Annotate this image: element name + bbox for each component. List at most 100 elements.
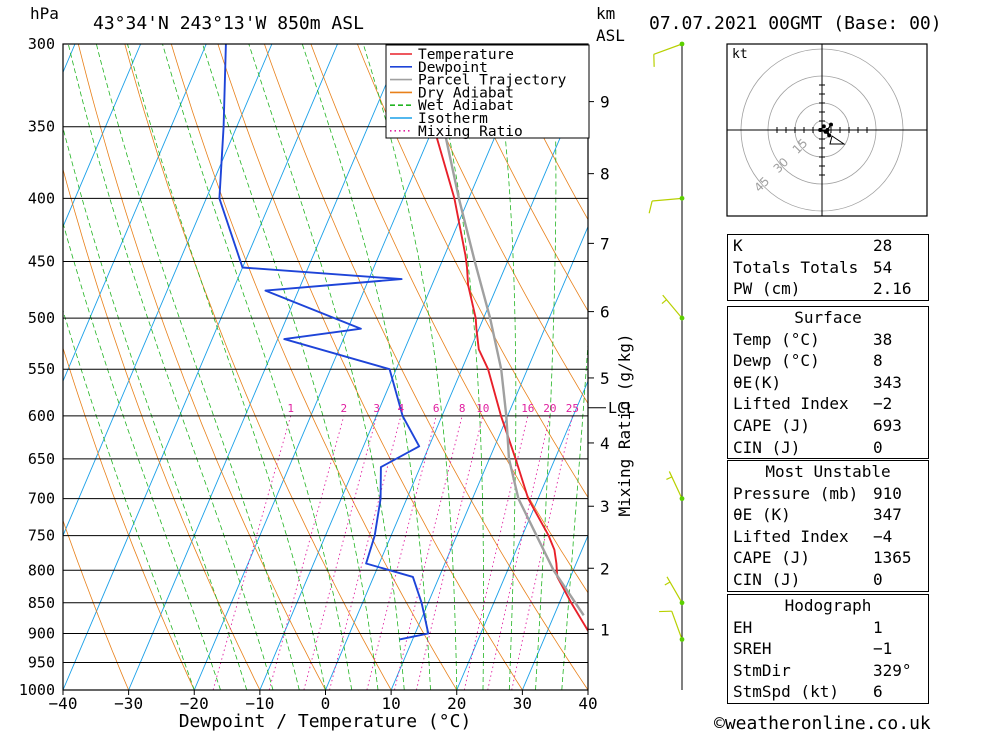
axes: 3003504004505005506006507007508008509009…	[19, 35, 635, 713]
indices-hodograph-row: SREH −1	[728, 638, 928, 660]
indices-top-table: K 28 Totals Totals 54 PW (cm) 2.16	[727, 234, 929, 301]
hodograph-storm-marker	[829, 135, 846, 145]
wet-adiabat-line	[362, 44, 458, 690]
legend-label: Isotherm	[418, 111, 488, 127]
wind-barb-staff	[662, 294, 683, 319]
indices-surface-row: CIN (J) 0	[728, 437, 928, 459]
hodograph-unit: kt	[732, 47, 748, 62]
mixing-ratio-axis-label: Mixing Ratio (g/kg)	[615, 333, 634, 516]
height-unit-bottom: ASL	[596, 26, 625, 45]
indices-surface-row: Temp (°C) 38	[728, 329, 928, 351]
wind-barb-dot	[679, 41, 685, 47]
mixing-ratio-label: 20	[543, 402, 556, 415]
wind-barb-dot	[679, 636, 685, 642]
index-label: Temp (°C)	[733, 329, 820, 349]
wet-adiabat-line	[127, 44, 326, 690]
legend-label: Dewpoint	[418, 60, 488, 76]
wet-adiabat-line	[162, 44, 353, 690]
pressure-tick-label: 800	[28, 561, 55, 579]
index-label: θE(K)	[733, 372, 782, 392]
wind-barb	[659, 610, 685, 642]
hodograph-point	[827, 133, 832, 138]
index-value: 1	[873, 617, 883, 637]
x-tick-label: −40	[49, 694, 78, 713]
index-value: 693	[873, 415, 902, 435]
dewpoint-line	[218, 44, 430, 641]
pressure-tick-label: 650	[28, 450, 55, 468]
index-label: CIN (J)	[733, 437, 801, 457]
indices-most-unstable-row: Pressure (mb) 910	[728, 483, 928, 505]
x-tick-label: −20	[180, 694, 209, 713]
mixing-ratio-label: 25	[566, 402, 579, 415]
height-tick-label: 9	[600, 93, 610, 112]
indices-surface-row: θE(K) 343	[728, 372, 928, 394]
x-tick-label: −10	[245, 694, 274, 713]
pressure-tick-label: 850	[28, 594, 55, 612]
indices-surface-title: Surface	[794, 308, 862, 327]
index-label: Totals Totals	[733, 257, 859, 277]
copyright: ©weatheronline.co.uk	[714, 713, 931, 733]
isotherm-line	[390, 225, 588, 690]
index-label: CAPE (J)	[733, 548, 811, 568]
pressure-tick-label: 900	[28, 624, 55, 642]
wet-adiabat-line	[535, 44, 557, 690]
lcl-label: LCL	[608, 399, 635, 417]
wind-barb	[648, 195, 685, 214]
profile-series	[218, 44, 588, 641]
height-tick-label: 3	[600, 497, 610, 516]
isotherm-line	[63, 44, 273, 537]
indices-most-unstable-title: Most Unstable	[765, 462, 891, 481]
index-value: −1	[873, 639, 893, 659]
indices-hodograph-title: Hodograph	[784, 596, 872, 615]
wind-barb-dot	[679, 195, 685, 201]
x-tick-label: 20	[447, 694, 466, 713]
height-tick-label: 1	[600, 620, 610, 639]
pressure-tick-label: 500	[28, 309, 55, 327]
height-tick-label: 6	[600, 303, 610, 322]
height-tick-label: 5	[600, 369, 610, 388]
parcel-trajectory-line	[442, 126, 585, 616]
isotherm-line	[456, 379, 588, 690]
wind-barb-staff	[653, 43, 683, 55]
wind-barbs	[648, 41, 685, 642]
wind-barb	[653, 41, 685, 67]
height-tick-label: 7	[600, 234, 610, 253]
pressure-tick-label: 750	[28, 527, 55, 545]
location-title: 43°34'N 243°13'W 850m ASL	[93, 13, 364, 34]
wet-adiabat-line	[428, 44, 484, 690]
isotherm-line	[63, 44, 142, 228]
indices-most-unstable-row: CAPE (J) 1365	[728, 547, 928, 569]
pressure-tick-label: 450	[28, 253, 55, 271]
index-value: 343	[873, 372, 902, 392]
legend-label: Mixing Ratio	[418, 124, 523, 140]
wind-barb-half	[661, 299, 667, 305]
indices-most-unstable-row: Lifted Index −4	[728, 526, 928, 548]
index-label: Lifted Index	[733, 394, 849, 414]
wind-barb-dot	[679, 315, 685, 321]
index-value: 347	[873, 505, 902, 525]
hodograph-point	[818, 128, 823, 132]
isotherm-line	[128, 44, 404, 690]
wind-barb	[664, 576, 685, 606]
index-label: Pressure (mb)	[733, 483, 859, 503]
legend-label: Wet Adiabat	[418, 98, 514, 114]
index-label: SREH	[733, 639, 772, 659]
indices-most-unstable-table: Most Unstable Pressure (mb) 910 θE (K) 347 Li…	[727, 460, 929, 592]
index-value: −4	[873, 526, 893, 546]
pressure-unit: hPa	[30, 4, 59, 23]
index-value: 0	[873, 569, 883, 589]
hodograph-point	[821, 124, 826, 129]
indices-top-row: PW (cm) 2.16	[728, 278, 928, 300]
mixing-ratio-line	[303, 415, 378, 690]
index-label: K	[733, 236, 743, 255]
indices-hodograph-row: StmSpd (kt) 6	[728, 681, 928, 703]
mixing-ratio-label: 10	[476, 402, 489, 415]
pressure-tick-label: 400	[28, 189, 55, 207]
index-label: StmSpd (kt)	[733, 682, 839, 702]
wind-barb	[666, 471, 685, 502]
mixing-ratio-label: 8	[459, 402, 466, 415]
hodograph-point	[829, 122, 833, 127]
indices-most-unstable-row: CIN (J) 0	[728, 569, 928, 591]
